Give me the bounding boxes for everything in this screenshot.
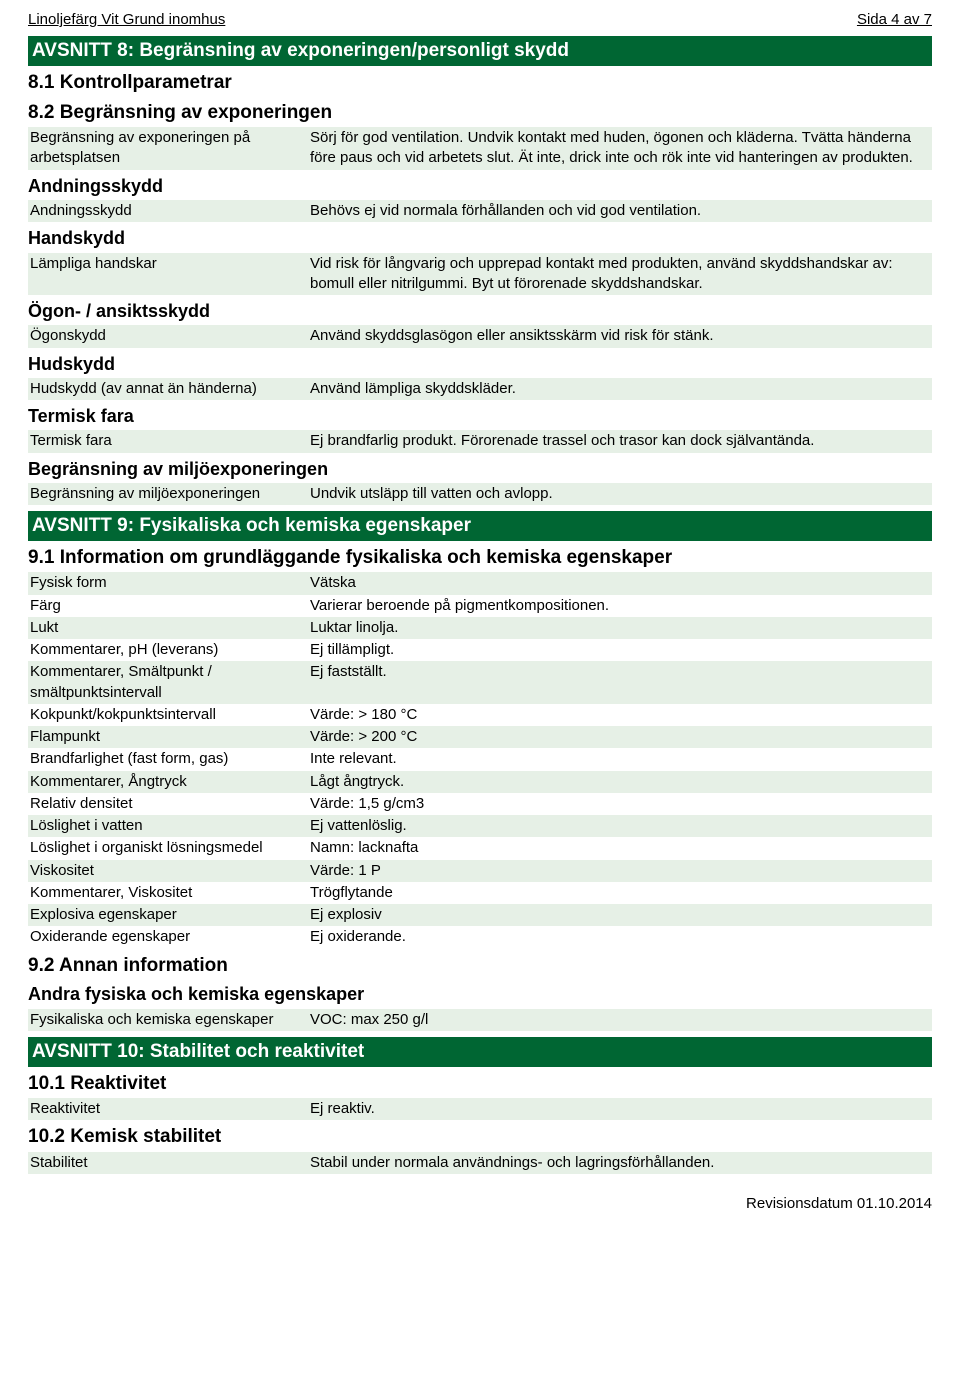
section-9-table: Fysisk formVätskaFärgVarierar beroende p… bbox=[28, 572, 932, 948]
row-exposure-workplace: Begränsning av exponeringen på arbetspla… bbox=[28, 127, 932, 170]
label: Lämpliga handskar bbox=[30, 254, 310, 274]
label: Begränsning av exponeringen på arbetspla… bbox=[30, 128, 310, 169]
group-eye-face: Ögon- / ansiktsskydd bbox=[28, 299, 932, 323]
value: Använd lämpliga skyddskläder. bbox=[310, 379, 930, 399]
group-environmental: Begränsning av miljöexponeringen bbox=[28, 457, 932, 481]
table-row: Brandfarlighet (fast form, gas)Inte rele… bbox=[28, 748, 932, 770]
table-row: ViskositetVärde: 1 P bbox=[28, 860, 932, 882]
table-row: Fysisk formVätska bbox=[28, 572, 932, 594]
row-reactivity: Reaktivitet Ej reaktiv. bbox=[28, 1098, 932, 1120]
label: Färg bbox=[30, 596, 310, 616]
header-left: Linoljefärg Vit Grund inomhus bbox=[28, 10, 225, 30]
row-stability: Stabilitet Stabil under normala användni… bbox=[28, 1152, 932, 1174]
table-row: FlampunktVärde: > 200 °C bbox=[28, 726, 932, 748]
section-10-title: AVSNITT 10: Stabilitet och reaktivitet bbox=[28, 1037, 932, 1067]
group-other-physchem: Andra fysiska och kemiska egenskaper bbox=[28, 982, 932, 1006]
table-row: FärgVarierar beroende på pigmentkomposit… bbox=[28, 595, 932, 617]
row-respiratory: Andningsskydd Behövs ej vid normala förh… bbox=[28, 200, 932, 222]
value: Lågt ångtryck. bbox=[310, 772, 930, 792]
value: VOC: max 250 g/l bbox=[310, 1010, 930, 1030]
label: Kommentarer, Smältpunkt / smältpunktsint… bbox=[30, 662, 310, 703]
label: Viskositet bbox=[30, 861, 310, 881]
label: Fysikaliska och kemiska egenskaper bbox=[30, 1010, 310, 1030]
value: Ej fastställt. bbox=[310, 662, 930, 682]
table-row: Explosiva egenskaperEj explosiv bbox=[28, 904, 932, 926]
label: Kommentarer, pH (leverans) bbox=[30, 640, 310, 660]
row-thermal: Termisk fara Ej brandfarlig produkt. För… bbox=[28, 430, 932, 452]
label: Flampunkt bbox=[30, 727, 310, 747]
value: Värde: 1,5 g/cm3 bbox=[310, 794, 930, 814]
section-9-1-heading: 9.1 Information om grundläggande fysikal… bbox=[28, 545, 932, 571]
label: Löslighet i vatten bbox=[30, 816, 310, 836]
value: Undvik utsläpp till vatten och avlopp. bbox=[310, 484, 930, 504]
value: Värde: > 200 °C bbox=[310, 727, 930, 747]
value: Vid risk för långvarig och upprepad kont… bbox=[310, 254, 930, 295]
table-row: Löslighet i organiskt lösningsmedelNamn:… bbox=[28, 837, 932, 859]
label: Brandfarlighet (fast form, gas) bbox=[30, 749, 310, 769]
row-voc: Fysikaliska och kemiska egenskaper VOC: … bbox=[28, 1009, 932, 1031]
label: Andningsskydd bbox=[30, 201, 310, 221]
value: Stabil under normala användnings- och la… bbox=[310, 1153, 930, 1173]
table-row: Kommentarer, Smältpunkt / smältpunktsint… bbox=[28, 661, 932, 704]
label: Hudskydd (av annat än händerna) bbox=[30, 379, 310, 399]
value: Namn: lacknafta bbox=[310, 838, 930, 858]
row-gloves: Lämpliga handskar Vid risk för långvarig… bbox=[28, 253, 932, 296]
table-row: Kommentarer, pH (leverans)Ej tillämpligt… bbox=[28, 639, 932, 661]
label: Stabilitet bbox=[30, 1153, 310, 1173]
row-environmental: Begränsning av miljöexponeringen Undvik … bbox=[28, 483, 932, 505]
label: Begränsning av miljöexponeringen bbox=[30, 484, 310, 504]
label: Kommentarer, Ångtryck bbox=[30, 772, 310, 792]
label: Relativ densitet bbox=[30, 794, 310, 814]
label: Termisk fara bbox=[30, 431, 310, 451]
label: Lukt bbox=[30, 618, 310, 638]
section-10-1-heading: 10.1 Reaktivitet bbox=[28, 1071, 932, 1097]
value: Värde: 1 P bbox=[310, 861, 930, 881]
table-row: Kommentarer, ViskositetTrögflytande bbox=[28, 882, 932, 904]
table-row: Löslighet i vattenEj vattenlöslig. bbox=[28, 815, 932, 837]
label: Löslighet i organiskt lösningsmedel bbox=[30, 838, 310, 858]
section-8-title: AVSNITT 8: Begränsning av exponeringen/p… bbox=[28, 36, 932, 66]
label: Reaktivitet bbox=[30, 1099, 310, 1119]
label: Ögonskydd bbox=[30, 326, 310, 346]
page-header: Linoljefärg Vit Grund inomhus Sida 4 av … bbox=[28, 10, 932, 30]
value: Ej reaktiv. bbox=[310, 1099, 930, 1119]
table-row: LuktLuktar linolja. bbox=[28, 617, 932, 639]
label: Explosiva egenskaper bbox=[30, 905, 310, 925]
group-hand: Handskydd bbox=[28, 226, 932, 250]
label: Kommentarer, Viskositet bbox=[30, 883, 310, 903]
group-skin: Hudskydd bbox=[28, 352, 932, 376]
group-thermal: Termisk fara bbox=[28, 404, 932, 428]
section-9-2-heading: 9.2 Annan information bbox=[28, 953, 932, 979]
value: Varierar beroende på pigmentkompositione… bbox=[310, 596, 930, 616]
value: Ej tillämpligt. bbox=[310, 640, 930, 660]
value: Ej explosiv bbox=[310, 905, 930, 925]
row-eye: Ögonskydd Använd skyddsglasögon eller an… bbox=[28, 325, 932, 347]
value: Luktar linolja. bbox=[310, 618, 930, 638]
value: Vätska bbox=[310, 573, 930, 593]
value: Trögflytande bbox=[310, 883, 930, 903]
table-row: Oxiderande egenskaperEj oxiderande. bbox=[28, 926, 932, 948]
value: Värde: > 180 °C bbox=[310, 705, 930, 725]
value: Behövs ej vid normala förhållanden och v… bbox=[310, 201, 930, 221]
value: Ej brandfarlig produkt. Förorenade trass… bbox=[310, 431, 930, 451]
header-right: Sida 4 av 7 bbox=[857, 10, 932, 30]
value: Inte relevant. bbox=[310, 749, 930, 769]
value: Sörj för god ventilation. Undvik kontakt… bbox=[310, 128, 930, 169]
section-8-2-heading: 8.2 Begränsning av exponeringen bbox=[28, 100, 932, 126]
section-8-1-heading: 8.1 Kontrollparametrar bbox=[28, 70, 932, 96]
label: Fysisk form bbox=[30, 573, 310, 593]
value: Ej vattenlöslig. bbox=[310, 816, 930, 836]
value: Använd skyddsglasögon eller ansiktsskärm… bbox=[310, 326, 930, 346]
row-skin: Hudskydd (av annat än händerna) Använd l… bbox=[28, 378, 932, 400]
section-10-2-heading: 10.2 Kemisk stabilitet bbox=[28, 1124, 932, 1150]
label: Oxiderande egenskaper bbox=[30, 927, 310, 947]
section-9-title: AVSNITT 9: Fysikaliska och kemiska egens… bbox=[28, 511, 932, 541]
table-row: Kokpunkt/kokpunktsintervallVärde: > 180 … bbox=[28, 704, 932, 726]
table-row: Kommentarer, ÅngtryckLågt ångtryck. bbox=[28, 771, 932, 793]
revision-date: Revisionsdatum 01.10.2014 bbox=[28, 1194, 932, 1214]
label: Kokpunkt/kokpunktsintervall bbox=[30, 705, 310, 725]
group-respiratory: Andningsskydd bbox=[28, 174, 932, 198]
value: Ej oxiderande. bbox=[310, 927, 930, 947]
table-row: Relativ densitetVärde: 1,5 g/cm3 bbox=[28, 793, 932, 815]
